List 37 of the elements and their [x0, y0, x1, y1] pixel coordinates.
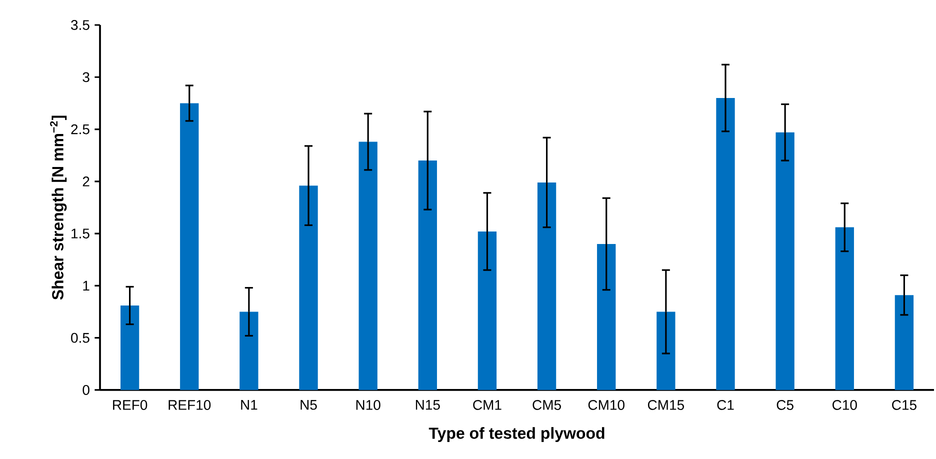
bar: [478, 231, 497, 390]
bar: [597, 244, 616, 390]
x-tick-label: REF10: [168, 400, 211, 410]
x-tick-label: C5: [776, 400, 794, 410]
y-tick-label: 0.5: [71, 332, 90, 343]
x-tick-label: N5: [300, 400, 317, 410]
y-tick-label: 3.5: [71, 20, 90, 30]
x-tick-label: C1: [717, 400, 734, 410]
y-tick-label: 2.5: [71, 124, 90, 134]
bar: [240, 312, 258, 390]
y-tick-label: 2: [82, 176, 90, 186]
bar: [299, 186, 318, 390]
y-tick-label: 1.5: [72, 228, 90, 238]
x-tick-label: CM15: [648, 400, 684, 410]
y-tick-label: 0: [82, 385, 90, 395]
x-axis-title: Type of tested plywood: [428, 427, 604, 442]
bar: [358, 142, 378, 390]
x-tick-label: C10: [832, 400, 857, 410]
bar: [894, 295, 914, 390]
bar: [180, 103, 199, 390]
x-tick-label: REF0: [113, 400, 148, 410]
bar: [418, 160, 437, 390]
bar: [716, 98, 735, 390]
x-tick-label: CM10: [588, 400, 624, 410]
x-tick-label: CM5: [532, 400, 561, 410]
x-tick-label: N1: [241, 400, 258, 410]
bar: [120, 306, 140, 390]
x-tick-label: N10: [356, 400, 380, 410]
y-tick-label: 3: [82, 72, 90, 82]
x-tick-label: N15: [416, 400, 440, 410]
y-tick-label: 1: [83, 280, 90, 291]
bar: [776, 132, 794, 390]
y-axis-title: Shear strength [N mm$^{−2}$]: [50, 116, 67, 300]
bar: [835, 227, 854, 390]
bar: [537, 182, 556, 390]
x-tick-label: CM1: [473, 400, 502, 410]
x-tick-label: C15: [892, 400, 916, 410]
